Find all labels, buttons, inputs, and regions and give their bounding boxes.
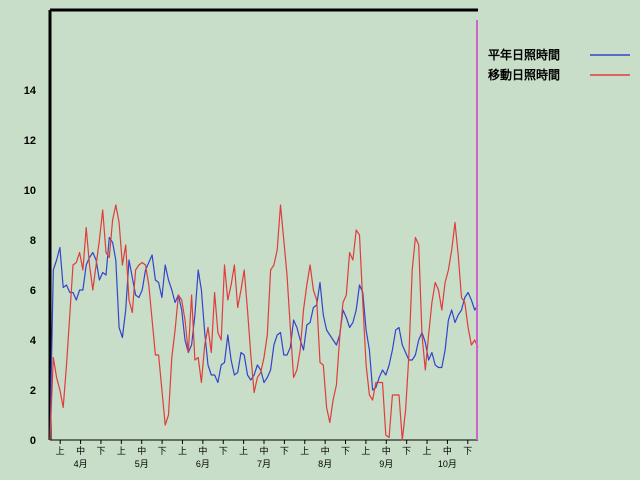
x-period-label: 中 [198,445,207,456]
x-month-label: 7月 [257,459,271,469]
x-period-label: 中 [259,445,268,456]
y-tick-label: 12 [24,135,36,147]
y-tick-label: 14 [24,85,37,97]
x-period-label: 中 [321,445,330,456]
x-period-label: 中 [443,445,452,456]
x-period-label: 下 [463,446,472,456]
series-normal-line [49,236,479,441]
x-month-label: 6月 [196,459,210,469]
y-tick-label: 6 [30,285,36,297]
x-period-label: 上 [239,446,248,456]
x-month-label: 8月 [318,459,332,469]
x-period-label: 上 [423,446,432,456]
x-period-label: 上 [117,446,126,456]
x-period-label: 上 [56,446,65,456]
x-period-label: 中 [76,445,85,456]
x-month-label: 10月 [438,459,457,469]
x-period-label: 下 [219,446,228,456]
x-period-label: 中 [137,445,146,456]
x-period-label: 上 [300,446,309,456]
x-month-label: 5月 [135,459,149,469]
y-tick-label: 4 [30,335,37,347]
x-period-label: 下 [158,446,167,456]
series-moving-line [49,204,479,441]
legend-label: 平年日照時間 [488,47,560,62]
legend-label: 移動日照時間 [488,67,560,82]
x-period-label: 下 [96,446,105,456]
series-lines [49,204,479,441]
x-period-label: 下 [402,446,411,456]
x-axis-ticks: 上中下4月上中下5月上中下6月上中下7月上中下8月上中下9月上中下10月 [56,440,472,469]
x-period-label: 下 [341,446,350,456]
y-tick-label: 8 [30,235,36,247]
x-period-label: 上 [361,446,370,456]
y-tick-label: 0 [30,435,36,447]
y-tick-label: 2 [30,385,36,397]
plot-border [48,8,478,441]
x-period-label: 下 [280,446,289,456]
x-month-label: 9月 [379,459,393,469]
x-period-label: 中 [382,445,391,456]
y-axis-ticks: 0 2 4 6 8 10 12 14 [24,85,37,447]
y-tick-label: 10 [24,185,36,197]
x-month-label: 4月 [74,459,88,469]
x-period-label: 上 [178,446,187,456]
